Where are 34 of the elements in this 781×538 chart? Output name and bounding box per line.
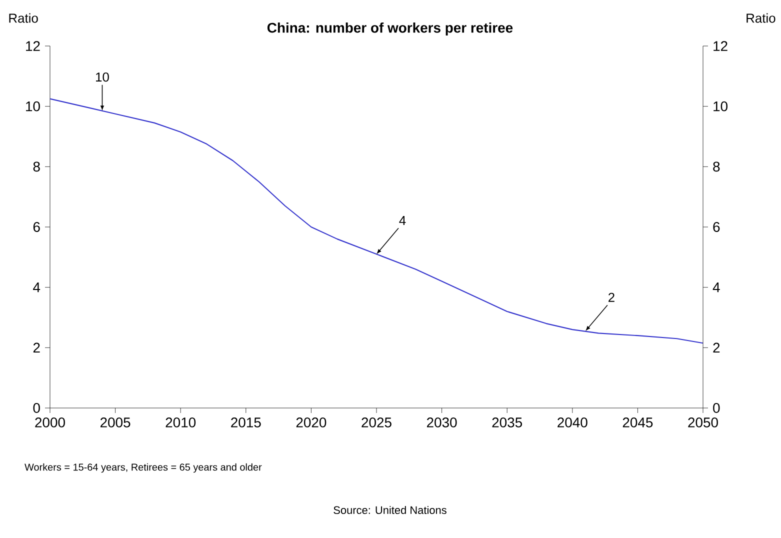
- annotation: 2: [608, 292, 614, 302]
- y2-tick-label: 2: [713, 342, 720, 353]
- y2-tick-label: 12: [714, 41, 728, 51]
- y-tick-label: 0: [33, 403, 40, 413]
- x-tick-label: 2015: [231, 418, 261, 428]
- y-tick-label: 2: [33, 342, 40, 353]
- y-tick-label: 10: [26, 101, 40, 112]
- annotation: 10: [96, 72, 109, 82]
- y2-tick-label: 6: [713, 222, 720, 232]
- line-series: [49, 98, 704, 344]
- y-tick-label: 4: [33, 282, 40, 292]
- y2-tick-label: 4: [712, 282, 720, 292]
- y2-tick-label: 8: [713, 162, 720, 172]
- text: Workers = 15-64 years, Retirees = 65 years and older: [24, 463, 262, 473]
- x-tick-label: 2000: [35, 418, 65, 428]
- chart-title: China: number of workers per retiree: [267, 22, 513, 36]
- y-tick-label: 8: [33, 162, 40, 172]
- x-tick-label: 2020: [296, 418, 326, 428]
- annotation: 4: [399, 216, 406, 225]
- x-tick-label: 2050: [688, 418, 718, 428]
- x-tick-label: 2010: [166, 418, 196, 428]
- y2-tick-label: 0: [713, 403, 720, 413]
- y2-tick-label: 10: [714, 101, 728, 112]
- x-tick-label: 2025: [362, 418, 392, 428]
- x-tick-label: 2005: [100, 418, 130, 428]
- y-tick-label: 12: [26, 41, 40, 51]
- source-note: Source: United Nations: [334, 506, 446, 514]
- x-tick-label: 2045: [622, 418, 653, 428]
- y-axis-title: Ratio: [9, 13, 38, 23]
- x-tick-label: 2040: [558, 418, 588, 428]
- x-tick-label: 2035: [492, 418, 522, 428]
- y-tick-label: 6: [33, 222, 40, 232]
- x-tick-label: 2030: [426, 418, 457, 428]
- y2-axis-title: Ratio: [746, 13, 776, 23]
